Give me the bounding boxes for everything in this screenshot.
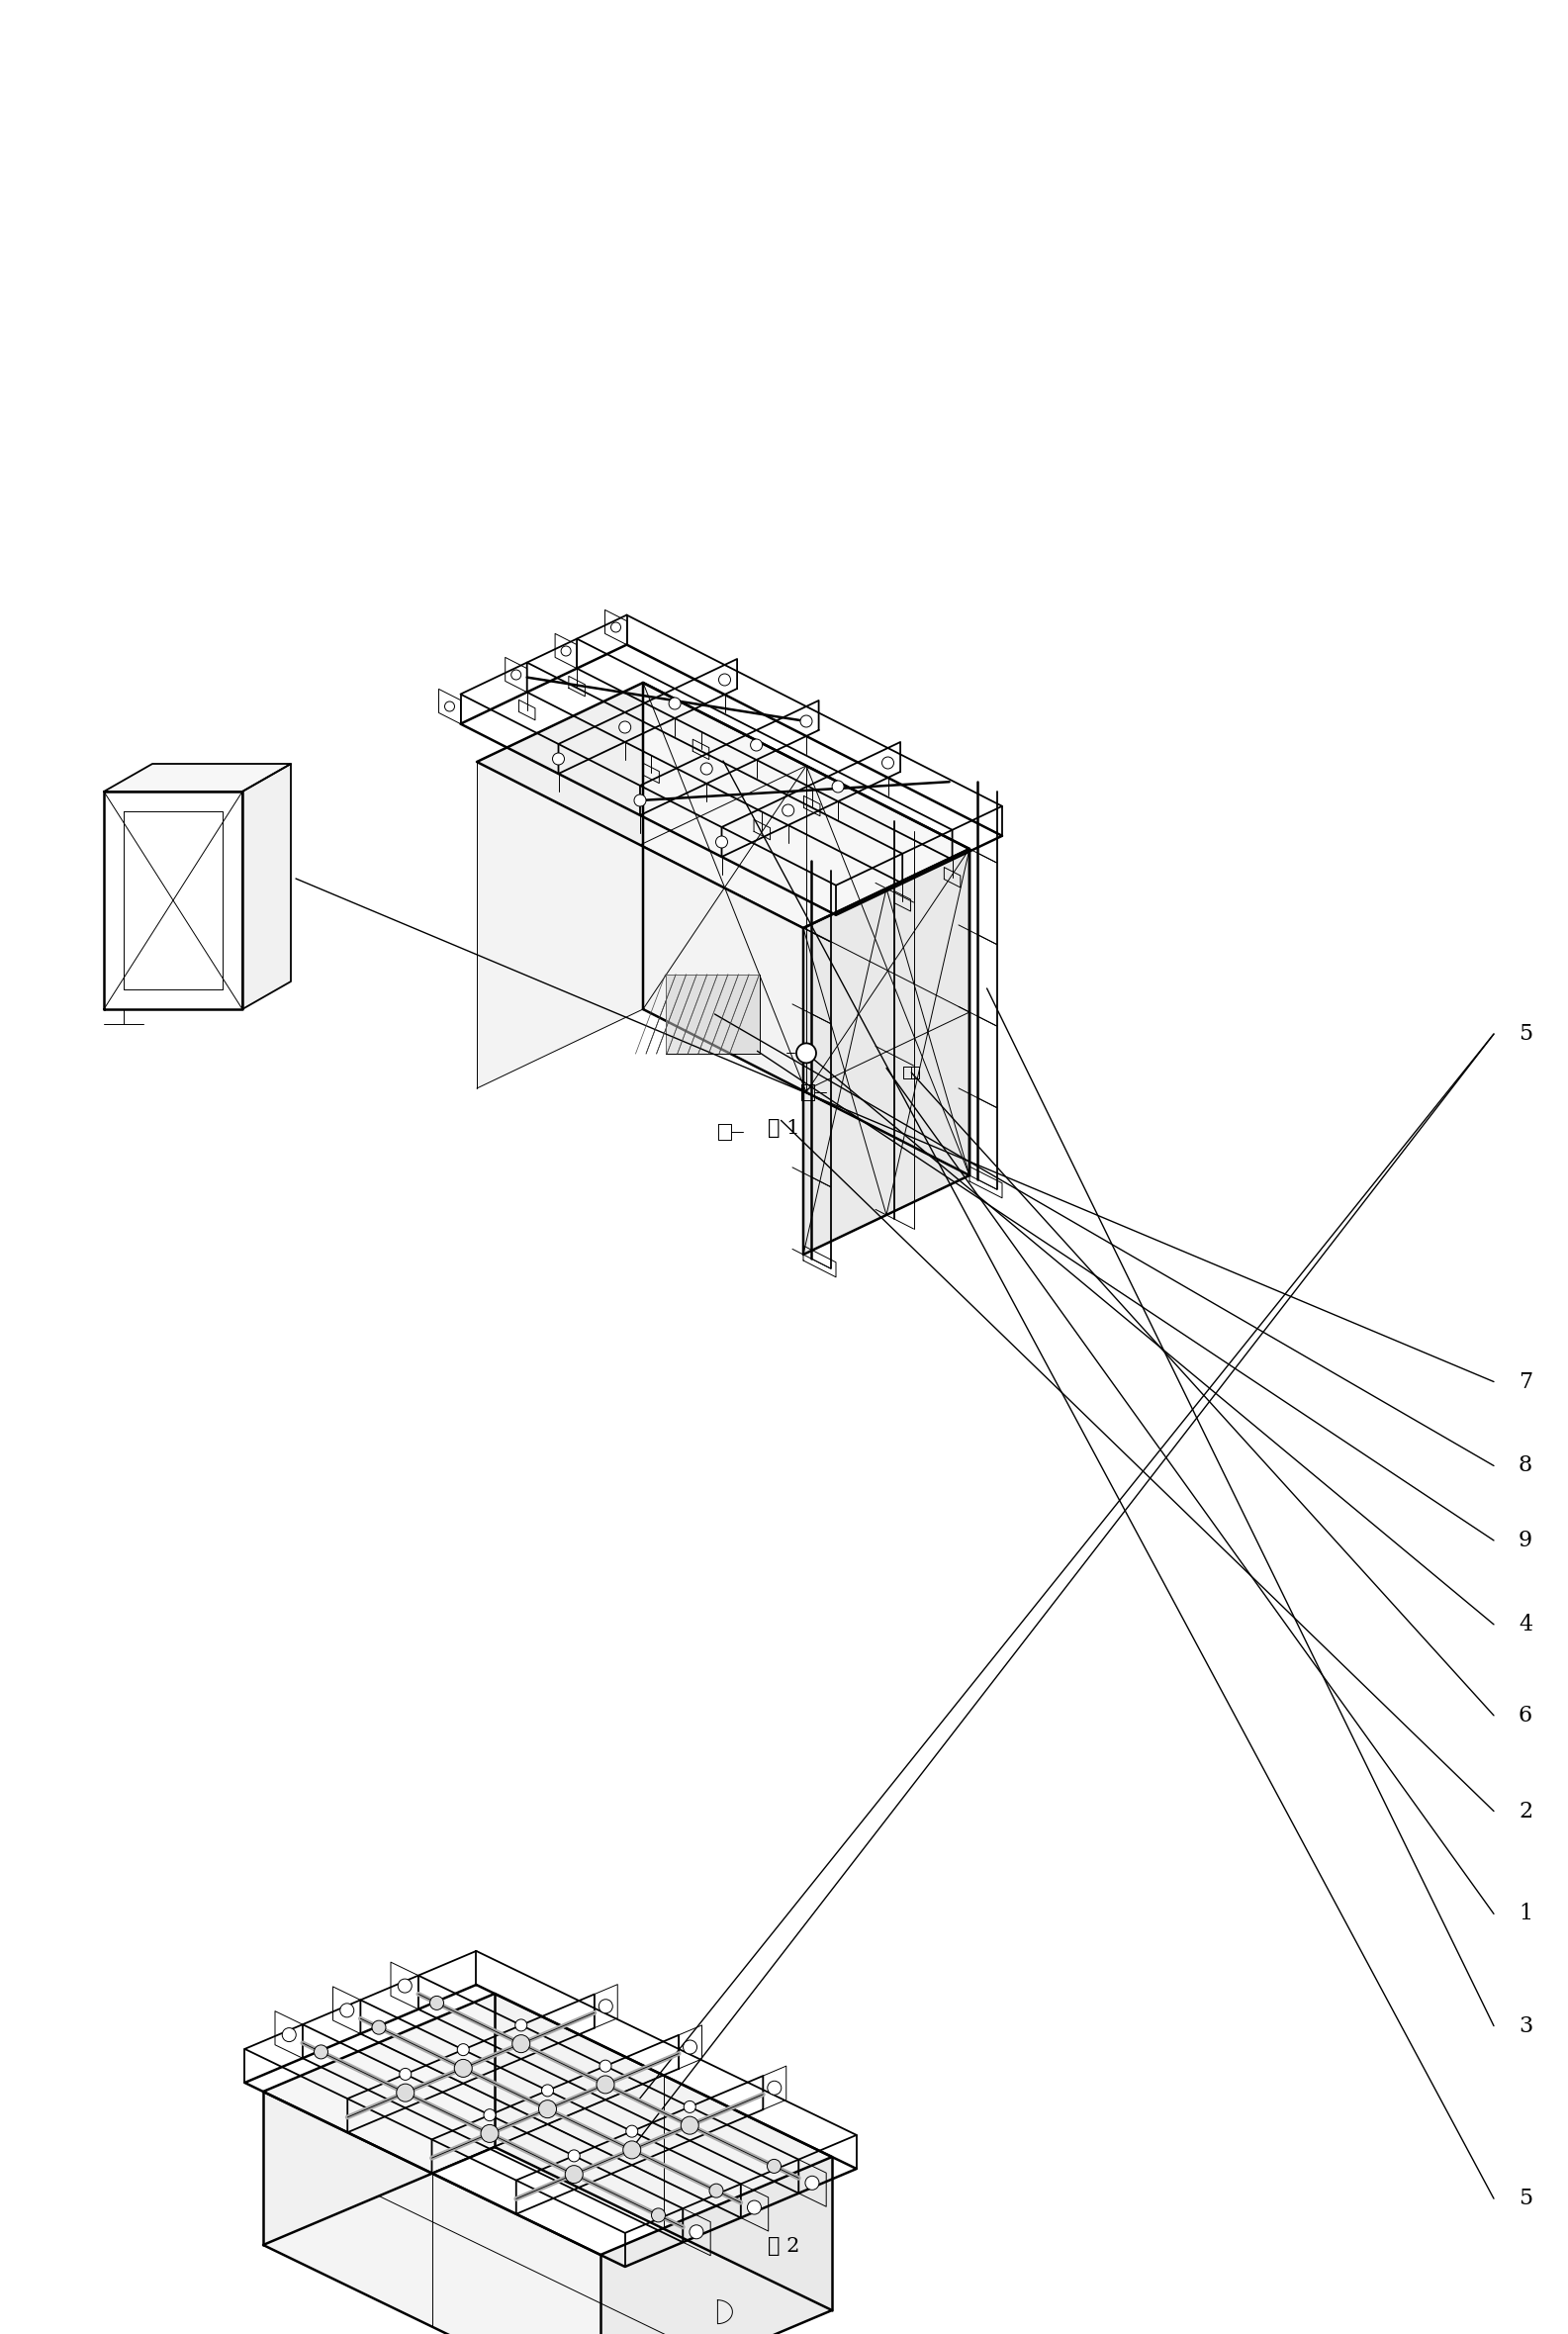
Polygon shape <box>665 976 759 1053</box>
Circle shape <box>690 2224 704 2238</box>
Circle shape <box>430 1996 444 2010</box>
Polygon shape <box>643 682 969 1176</box>
Circle shape <box>612 623 621 633</box>
Polygon shape <box>477 682 643 1088</box>
Text: 4: 4 <box>1518 1613 1532 1636</box>
Text: 5: 5 <box>1518 1022 1532 1046</box>
Circle shape <box>748 2201 760 2215</box>
Polygon shape <box>477 682 969 929</box>
Circle shape <box>541 2084 554 2096</box>
Circle shape <box>622 2140 641 2159</box>
Circle shape <box>552 754 564 766</box>
Circle shape <box>485 2110 495 2122</box>
Circle shape <box>400 2068 411 2080</box>
Circle shape <box>314 2045 328 2059</box>
Circle shape <box>701 763 712 775</box>
Circle shape <box>282 2028 296 2042</box>
Circle shape <box>800 714 812 728</box>
Polygon shape <box>263 2091 601 2334</box>
Circle shape <box>445 703 455 712</box>
Circle shape <box>718 675 731 686</box>
Polygon shape <box>718 2299 732 2325</box>
Text: 8: 8 <box>1518 1454 1532 1477</box>
Circle shape <box>516 2019 527 2031</box>
Text: 2: 2 <box>1518 1800 1532 1823</box>
Circle shape <box>455 2059 472 2077</box>
Circle shape <box>797 1043 817 1062</box>
Circle shape <box>681 2117 699 2133</box>
Circle shape <box>539 2101 557 2117</box>
Circle shape <box>833 780 844 794</box>
Text: 7: 7 <box>1518 1370 1532 1393</box>
Circle shape <box>599 2000 613 2014</box>
Circle shape <box>751 740 762 752</box>
Circle shape <box>596 2075 615 2094</box>
Circle shape <box>511 670 521 679</box>
Circle shape <box>767 2082 781 2096</box>
Circle shape <box>398 1979 412 1993</box>
Circle shape <box>564 2166 583 2182</box>
Circle shape <box>782 805 793 817</box>
Circle shape <box>806 2175 818 2189</box>
Circle shape <box>599 2061 612 2073</box>
Circle shape <box>372 2021 386 2035</box>
Circle shape <box>458 2045 469 2056</box>
Circle shape <box>881 756 894 768</box>
Polygon shape <box>263 1993 494 2245</box>
Text: 1: 1 <box>1518 1902 1532 1926</box>
Polygon shape <box>601 2157 833 2334</box>
Circle shape <box>715 836 728 847</box>
Circle shape <box>684 2040 698 2054</box>
Polygon shape <box>803 850 969 1256</box>
Polygon shape <box>103 763 290 791</box>
Circle shape <box>684 2101 696 2112</box>
Circle shape <box>633 794 646 805</box>
Text: 3: 3 <box>1518 2014 1532 2038</box>
Circle shape <box>626 2126 638 2138</box>
Text: 6: 6 <box>1518 1704 1532 1727</box>
Circle shape <box>561 647 571 656</box>
Circle shape <box>481 2124 499 2143</box>
Circle shape <box>767 2159 781 2173</box>
Circle shape <box>619 721 630 733</box>
Circle shape <box>651 2208 665 2222</box>
Circle shape <box>568 2150 580 2161</box>
Circle shape <box>670 698 681 710</box>
Circle shape <box>340 2003 354 2017</box>
Polygon shape <box>494 1993 833 2311</box>
Text: 5: 5 <box>1518 2187 1532 2210</box>
Text: 图 1: 图 1 <box>767 1118 800 1137</box>
Polygon shape <box>243 763 290 1008</box>
Text: 图 2: 图 2 <box>767 2236 800 2255</box>
Circle shape <box>397 2084 414 2101</box>
Circle shape <box>513 2035 530 2052</box>
Circle shape <box>709 2185 723 2199</box>
Text: 9: 9 <box>1518 1529 1532 1552</box>
